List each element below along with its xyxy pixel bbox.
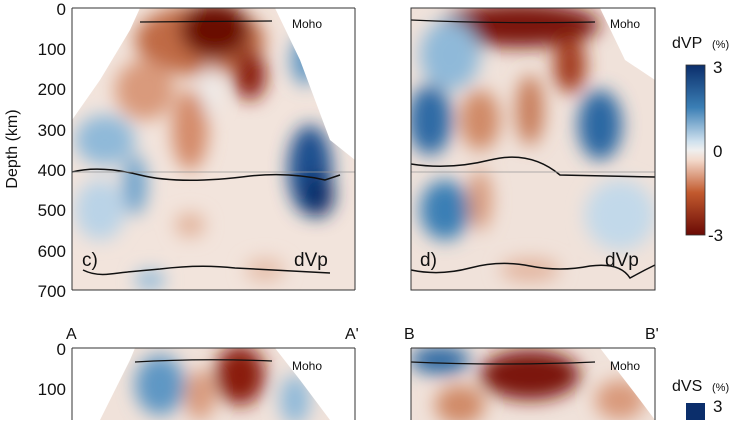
svg-text:300: 300 (38, 121, 66, 140)
moho-line (134, 359, 273, 363)
y-axis-ticks: 0 100 200 300 400 500 600 700 0 100 (38, 0, 66, 399)
colorbar-dvs: dVS (%) 3 (672, 378, 729, 423)
svg-text:100: 100 (38, 380, 66, 399)
svg-text:0: 0 (57, 340, 66, 359)
panel-d-plot: Moho d) dVp (410, 7, 656, 291)
y-axis-label: Depth (km) (4, 109, 21, 188)
panel-d-label: d) (420, 250, 437, 271)
colorbar-dvp-title: dVP (672, 35, 702, 52)
moho-line (410, 19, 596, 24)
svg-text:200: 200 (38, 80, 66, 99)
profile-start-a: A (66, 326, 77, 343)
panel-c-plot: Moho c) dVp (71, 7, 356, 291)
svg-text:400: 400 (38, 161, 66, 180)
moho-line (139, 20, 273, 23)
discontinuity-410 (71, 168, 341, 182)
panel-d-field: dVp (605, 250, 639, 271)
panel-d-moho-label: Moho (610, 17, 640, 31)
moho-line (410, 361, 596, 365)
profile-end-b: B' (645, 326, 659, 343)
panel-f-plot: B B' Moho (404, 326, 659, 420)
svg-text:(%): (%) (712, 382, 729, 394)
svg-text:0: 0 (57, 0, 66, 19)
svg-text:(%): (%) (712, 39, 729, 51)
panel-c-moho-label: Moho (292, 17, 322, 31)
svg-text:600: 600 (38, 242, 66, 261)
panel-c-label: c) (82, 250, 98, 271)
discontinuity-660 (410, 262, 656, 279)
panel-e-moho-label: Moho (292, 359, 322, 373)
svg-text:100: 100 (38, 40, 66, 59)
panel-c-field: dVp (294, 250, 328, 271)
discontinuity-410 (410, 156, 656, 178)
panel-f-moho-label: Moho (610, 359, 640, 373)
panel-e-plot: A A' Moho (66, 326, 359, 420)
colorbar-dvs-title: dVS (672, 378, 702, 395)
svg-text:3: 3 (713, 397, 722, 416)
profile-end-a: A' (345, 326, 359, 343)
profile-start-b: B (404, 326, 415, 343)
svg-text:-3: -3 (708, 226, 723, 245)
svg-text:500: 500 (38, 201, 66, 220)
svg-text:0: 0 (713, 142, 722, 161)
svg-text:3: 3 (713, 58, 722, 77)
colorbar-dvp: dVP (%) 3 0 -3 (672, 35, 729, 245)
svg-text:700: 700 (38, 282, 66, 301)
discontinuity-660 (82, 265, 331, 276)
